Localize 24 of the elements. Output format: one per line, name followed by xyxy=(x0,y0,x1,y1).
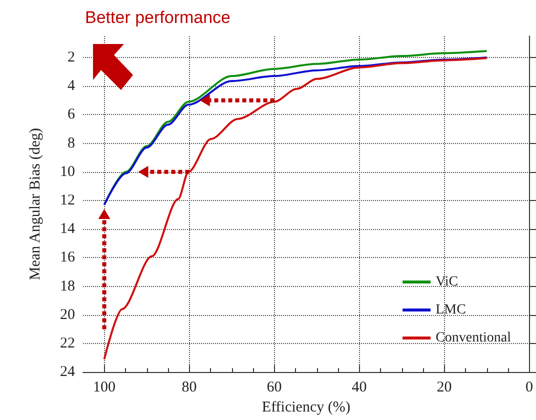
y-tick-label: 20 xyxy=(60,306,75,323)
x-tick-label: 60 xyxy=(266,380,282,396)
y-tick-label: 4 xyxy=(68,78,76,94)
y-tick-label: 12 xyxy=(60,192,75,208)
x-tick-label: 0 xyxy=(526,380,533,396)
y-tick-label: 18 xyxy=(60,278,75,294)
x-axis-title: Efficiency (%) xyxy=(262,400,350,416)
legend-label: LMC xyxy=(436,302,466,318)
y-tick-label: 16 xyxy=(60,250,76,266)
y-tick-label: 22 xyxy=(60,335,75,352)
x-tick-label: 80 xyxy=(182,380,197,396)
legend-label: ViC xyxy=(436,274,458,290)
y-tick-label: 24 xyxy=(60,364,76,380)
y-tick-label: 10 xyxy=(60,164,75,180)
chart-title: Better performance xyxy=(85,8,231,27)
y-tick-label: 8 xyxy=(68,135,75,152)
x-tick-label: 100 xyxy=(93,380,116,396)
y-tick-label: 2 xyxy=(68,49,75,66)
y-tick-label: 14 xyxy=(60,221,76,238)
legend-label: Conventional xyxy=(436,330,512,346)
y-tick-label: 6 xyxy=(68,106,76,123)
x-tick-label: 40 xyxy=(352,380,367,396)
x-tick-label: 20 xyxy=(436,380,452,396)
y-axis-title: Mean Angular Bias (deg) xyxy=(28,128,44,280)
